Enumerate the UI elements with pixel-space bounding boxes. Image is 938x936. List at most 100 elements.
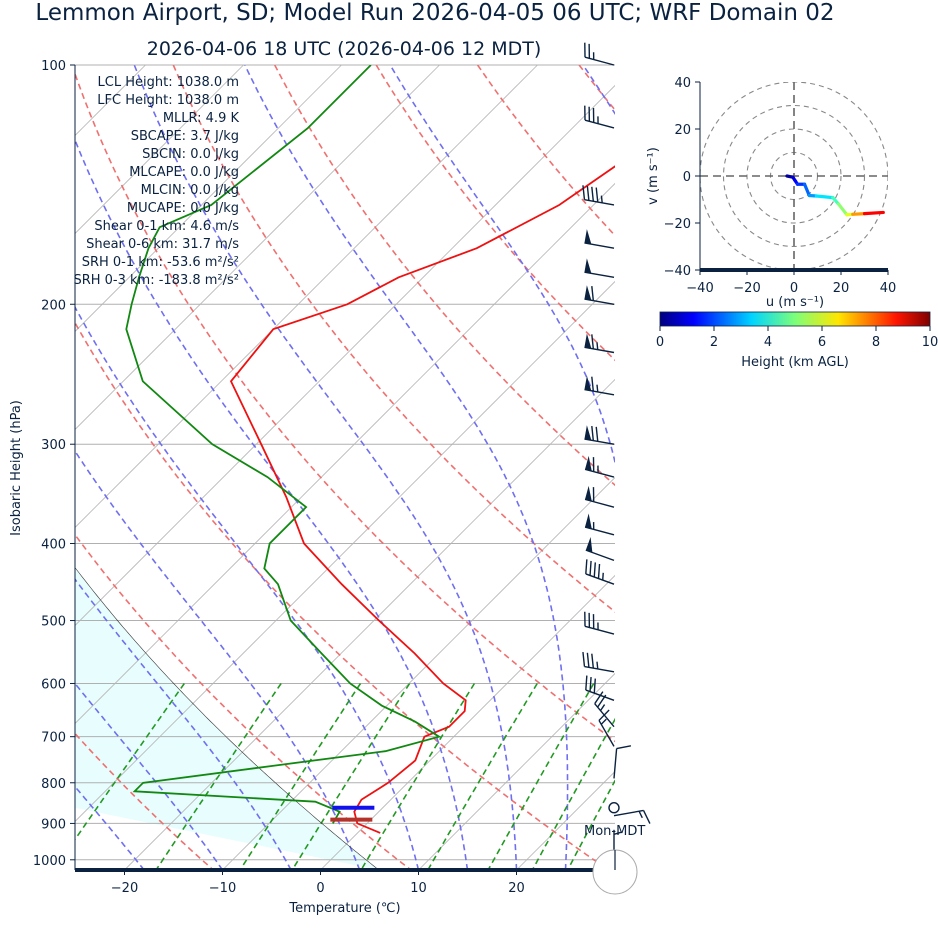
wind-barb: [608, 802, 620, 814]
x-tick-label: −10: [209, 881, 236, 896]
parcel-level-markers: [330, 805, 375, 822]
barb-half-flag: [596, 661, 599, 669]
mixing-ratio-line: [239, 683, 362, 870]
y-tick-label: 300: [41, 438, 66, 453]
calm-circle: [608, 802, 620, 814]
hodograph-trace: [785, 174, 885, 217]
barb-pennant: [585, 455, 592, 472]
storm-motion-label: Mon-MDT: [584, 824, 645, 839]
barb-flag: [591, 186, 595, 202]
colorbar-gradient: [659, 311, 931, 327]
barb-half-flag: [599, 704, 606, 711]
y-tick-label: 800: [41, 777, 66, 792]
barb-staff: [584, 388, 615, 396]
barb-flag: [593, 678, 596, 694]
wind-barb: [585, 559, 615, 585]
dry-adiabat-line: [75, 732, 215, 870]
stat-line: Shear 0-6 km: 31.7 m/s: [86, 237, 239, 252]
wind-barb: [584, 455, 615, 478]
wind-barb: [598, 709, 615, 747]
hodo-y-tick-label: −40: [664, 264, 691, 279]
barb-flag: [594, 691, 604, 705]
hodo-segment: [802, 182, 811, 198]
cape-cin-shading: [75, 65, 379, 870]
x-tick-label: −20: [111, 881, 138, 896]
isotherm-line: [75, 65, 440, 431]
cape-shade: [75, 65, 379, 870]
mixing-ratio-line: [566, 779, 615, 870]
isotherm-line: [75, 65, 244, 235]
barb-flag: [582, 652, 586, 667]
skew-x-label: Temperature (℃): [288, 901, 400, 916]
moist-adiabat-line: [133, 65, 518, 870]
mixing-ratio-line: [291, 683, 411, 870]
isotherm-line: [75, 65, 538, 529]
wind-barb: [584, 375, 615, 396]
dry-adiabats: [75, 65, 938, 872]
dry-adiabat-line: [681, 65, 938, 872]
barb-half-flag: [596, 342, 599, 350]
hodo-ring: [722, 104, 866, 248]
isotherm-line: [75, 84, 615, 627]
barb-staff: [585, 573, 615, 585]
barb-pennant: [584, 375, 592, 391]
colorbar-tick-label: 4: [764, 335, 772, 350]
isotherm-line: [75, 65, 342, 333]
barb-flag: [597, 694, 607, 708]
mixing-ratio-line: [531, 717, 615, 870]
barb-pennant: [584, 229, 592, 245]
hodo-y-tick-label: 40: [674, 76, 691, 91]
colorbar-tick-label: 8: [872, 335, 880, 350]
barb-flag: [591, 426, 595, 441]
barb-flag: [589, 677, 592, 692]
stat-line: MLCIN: 0.0 J/kg: [141, 183, 239, 198]
stat-line: SRH 0-1 km: -53.6 m²/s²: [82, 255, 239, 270]
barb-flag: [591, 286, 595, 301]
barb-flag: [597, 563, 601, 579]
y-tick-label: 500: [41, 615, 66, 630]
sounding-stats: LCL Height: 1038.0 m LFC Height: 1038.0 m…: [73, 75, 239, 288]
wind-barb: [584, 229, 615, 249]
moist-adiabats: [75, 65, 615, 870]
colorbar-tick-label: 0: [656, 335, 664, 350]
barb-flag: [595, 187, 599, 203]
barb-staff: [584, 119, 615, 129]
barb-flag: [591, 334, 595, 349]
mixing-ratio-line: [427, 683, 538, 870]
hodo-segment: [862, 210, 885, 216]
barb-staff: [584, 56, 615, 66]
dry-adiabat-line: [75, 321, 610, 870]
stat-line: Shear 0-1 km: 4.6 m/s: [94, 219, 239, 234]
isotherm-line: [614, 868, 615, 870]
hodo-y-tick-label: 0: [683, 170, 691, 185]
barb-staff: [584, 625, 615, 635]
wind-barb: [584, 611, 615, 635]
hodo-y-tick-label: −20: [664, 217, 691, 232]
hodo-segment: [837, 202, 849, 217]
height-colorbar: 0 2 4 6 8 10 Height (km AGL): [656, 311, 938, 370]
parcel-path: [75, 567, 379, 870]
barb-flag: [586, 185, 590, 201]
isotherm-line: [75, 182, 615, 725]
hodograph-ticks: −40 −20 0 20 40 −40 −20 0 20 40: [664, 76, 897, 296]
barb-flag: [589, 560, 592, 576]
hodo-x-tick-label: 0: [790, 281, 798, 296]
stat-line: MLCAPE: 0.0 J/kg: [129, 165, 239, 180]
barb-half-flag: [602, 572, 604, 581]
skew-t-plot: −20 −10 0 10 2010020030040050060070080090010…: [9, 42, 938, 916]
x-tick-label: 10: [410, 881, 427, 896]
hodograph-grid: [700, 82, 888, 270]
y-tick-label: 900: [41, 817, 66, 832]
wind-barb: [584, 285, 615, 305]
hodograph: −40 −20 0 20 40 −40 −20 0 20 40 u (m s⁻¹) v (m s⁻…: [646, 76, 896, 310]
sounding-profiles: [125, 65, 615, 834]
colorbar-tick-label: 6: [818, 335, 826, 350]
mixing-ratio-line: [360, 683, 476, 870]
barb-staff: [613, 748, 618, 779]
y-tick-label: 1000: [33, 854, 66, 869]
skew-y-label: Isobaric Height (hPa): [9, 400, 24, 536]
wind-barb: [585, 536, 615, 562]
chart-subtitle: 2026-04-06 18 UTC (2026-04-06 12 MDT): [147, 38, 542, 60]
x-tick-label: 0: [316, 881, 324, 896]
hodo-segment: [814, 194, 835, 200]
